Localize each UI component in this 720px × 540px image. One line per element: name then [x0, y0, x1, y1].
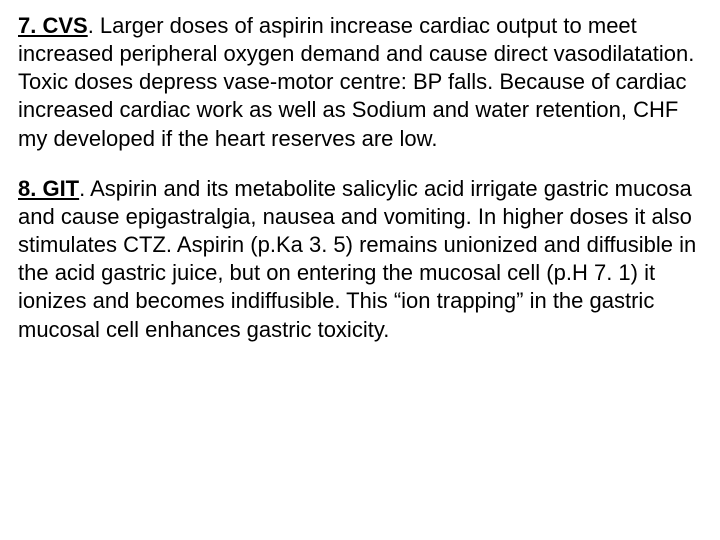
section-8-paragraph: 8. GIT. Aspirin and its metabolite salic…: [18, 175, 702, 344]
section-8-body: . Aspirin and its metabolite salicylic a…: [18, 176, 696, 342]
section-8-heading: 8. GIT: [18, 176, 79, 201]
section-7-paragraph: 7. CVS. Larger doses of aspirin increase…: [18, 12, 702, 153]
section-7-body: . Larger doses of aspirin increase cardi…: [18, 13, 694, 151]
section-7-heading: 7. CVS: [18, 13, 88, 38]
